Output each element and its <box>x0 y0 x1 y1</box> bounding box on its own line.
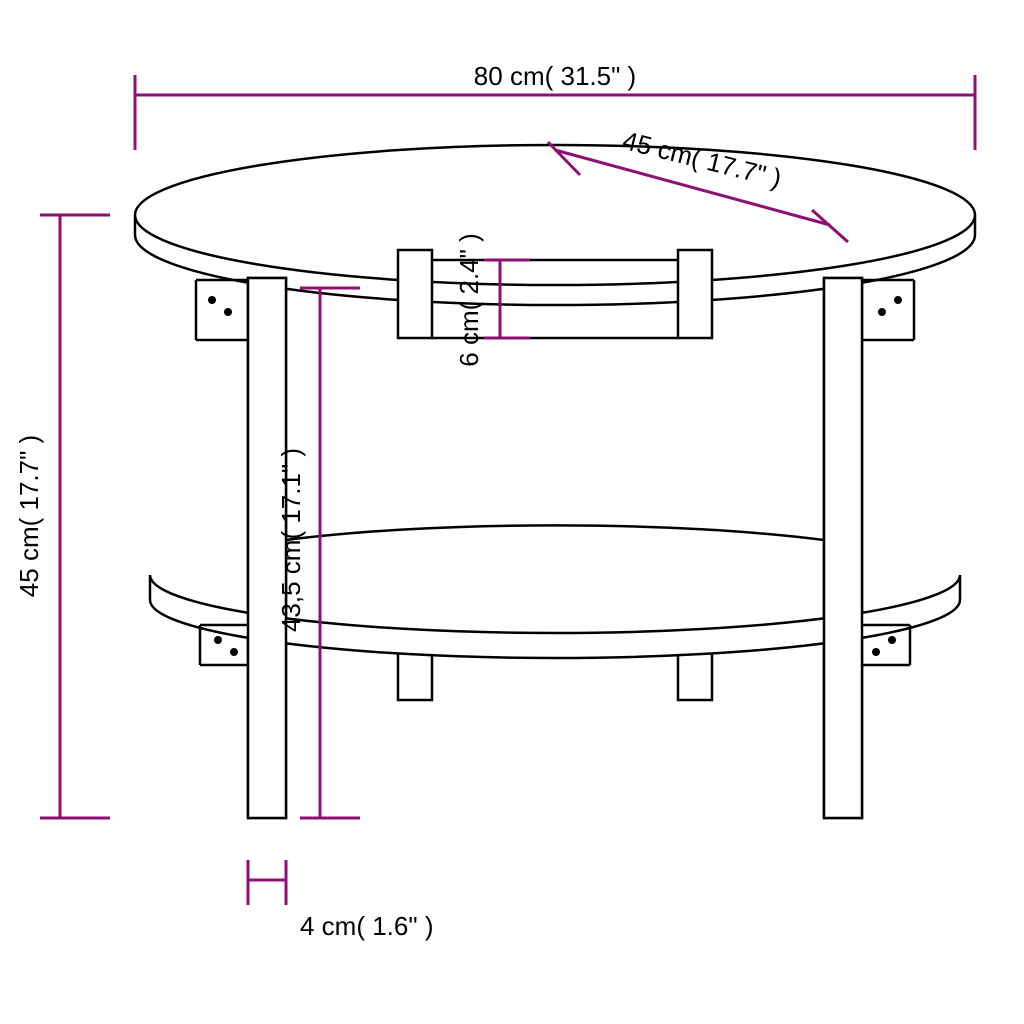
dim-leg-thick: 4 cm( 1.6" ) <box>248 860 433 941</box>
dim-height-label: 45 cm( 17.7" ) <box>14 435 44 597</box>
dimension-diagram: 80 cm( 31.5" ) 45 cm( 17.7" ) 45 cm( 17.… <box>0 0 1024 1024</box>
dim-leg-height: 43,5 cm( 17.1" ) <box>276 288 360 818</box>
dim-depth: 45 cm( 17.7" ) <box>548 125 848 242</box>
dim-apron-label: 6 cm( 2.4" ) <box>454 233 484 366</box>
dim-depth-label: 45 cm( 17.7" ) <box>620 125 785 193</box>
dim-leg-thick-label: 4 cm( 1.6" ) <box>300 911 433 941</box>
table-drawing <box>135 145 975 818</box>
dim-height: 45 cm( 17.7" ) <box>14 215 110 818</box>
dim-width: 80 cm( 31.5" ) <box>135 61 975 150</box>
dim-leg-height-label: 43,5 cm( 17.1" ) <box>276 448 306 632</box>
dim-width-label: 80 cm( 31.5" ) <box>474 61 636 91</box>
